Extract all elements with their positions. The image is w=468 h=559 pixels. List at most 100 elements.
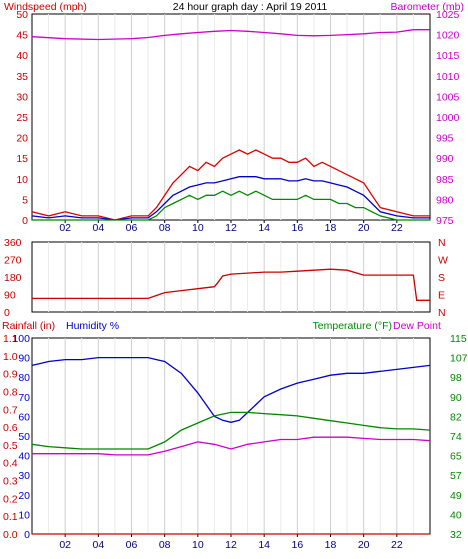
x-tick-label: 18 xyxy=(325,222,337,234)
humidity-tick-label: 100 xyxy=(12,333,30,345)
legend-dew-point: Dew Point xyxy=(393,320,441,332)
humidity-ticks: 0 10 20 30 40 50 60 70 80 90 100 xyxy=(12,333,30,541)
x-tick-label: 02 xyxy=(59,539,71,551)
temperature-tick-label: 40 xyxy=(450,509,462,521)
temperature-tick-label: 98 xyxy=(450,372,462,384)
compass-tick-label: W xyxy=(438,255,448,267)
left-tick-label: 15 xyxy=(16,153,28,165)
right-tick-label: 1000 xyxy=(436,112,460,124)
humidity-tick-label: 90 xyxy=(18,353,30,365)
x-tick-label: 12 xyxy=(225,539,237,551)
direction-series xyxy=(32,268,430,301)
legend-humidity: Humidity % xyxy=(66,320,119,332)
series-line xyxy=(31,176,430,221)
x-tick-label: 06 xyxy=(126,539,138,551)
temperature-tick-label: 90 xyxy=(450,392,462,404)
right-tick-label: 1015 xyxy=(436,50,460,62)
rain-tick-label: 0.8 xyxy=(3,386,18,398)
left-tick-label: 50 xyxy=(16,9,28,21)
x-tick-label: 10 xyxy=(192,539,204,551)
humidity-tick-label: 30 xyxy=(18,470,30,482)
wind-chart-title: 24 hour graph day : April 19 2011 xyxy=(173,1,328,13)
wind-series xyxy=(31,29,430,221)
temperature-tick-label: 65 xyxy=(450,451,462,463)
x-tick-label: 14 xyxy=(258,539,270,551)
wind-left-ticks: 0 5 10 15 20 25 30 35 40 45 50 xyxy=(16,9,28,227)
wind-grid xyxy=(48,14,414,220)
x-tick-label: 16 xyxy=(291,539,303,551)
direction-tick-label: 180 xyxy=(4,272,22,284)
series-line xyxy=(31,149,430,221)
temperature-grid xyxy=(48,338,414,534)
left-tick-label: 35 xyxy=(16,71,28,83)
humidity-tick-label: 0 xyxy=(24,529,30,541)
x-tick-label: 12 xyxy=(225,222,237,234)
temperature-tick-label: 107 xyxy=(450,353,468,365)
rain-tick-label: 0.6 xyxy=(3,422,18,434)
direction-grid xyxy=(48,242,414,312)
humidity-tick-label: 70 xyxy=(18,392,30,404)
x-tick-label: 18 xyxy=(325,539,337,551)
legend-rainfall: Rainfall (in) xyxy=(2,320,55,332)
rain-tick-label: 0.0 xyxy=(3,529,18,541)
rain-tick-label: 0.7 xyxy=(3,404,18,416)
temperature-tick-label: 49 xyxy=(450,490,462,502)
left-tick-label: 45 xyxy=(16,30,28,42)
series-line xyxy=(31,29,430,41)
rain-tick-label: 0.4 xyxy=(3,458,18,470)
right-tick-label: 990 xyxy=(436,153,454,165)
compass-tick-label: E xyxy=(438,290,445,302)
series-line xyxy=(31,411,431,450)
rain-tick-label: 0.1 xyxy=(3,511,18,523)
temperature-tick-label: 74 xyxy=(450,431,462,443)
right-tick-label: 1010 xyxy=(436,71,460,83)
humidity-tick-label: 10 xyxy=(18,509,30,521)
right-tick-label: 980 xyxy=(436,194,454,206)
rain-ticks: 0.0 0.1 0.2 0.3 0.4 0.5 0.6 0.7 0.8 0.9 1.0 1.1 xyxy=(3,333,18,541)
left-tick-label: 10 xyxy=(16,174,28,186)
x-tick-label: 04 xyxy=(92,539,104,551)
temperature-tick-label: 115 xyxy=(450,333,467,345)
right-tick-label: 995 xyxy=(436,133,454,145)
temperature-panel: 0.0 0.1 0.2 0.3 0.4 0.5 0.6 0.7 0.8 0.9 1.0 1.1 0 10… xyxy=(2,320,468,551)
humidity-tick-label: 60 xyxy=(18,411,30,423)
x-tick-label: 04 xyxy=(92,222,104,234)
series-line xyxy=(31,356,431,423)
wind-x-ticks: 02 04 06 08 10 12 14 16 18 20 22 xyxy=(59,220,403,234)
direction-left-ticks: 0 90 180 270 360 xyxy=(4,237,22,319)
compass-tick-label: N xyxy=(438,237,446,249)
humidity-tick-label: 80 xyxy=(18,372,30,384)
left-tick-label: 40 xyxy=(16,50,28,62)
left-tick-label: 20 xyxy=(16,133,28,145)
series-line xyxy=(32,190,430,221)
direction-tick-label: 360 xyxy=(4,237,22,249)
temperature-right-ticks: 32 40 49 57 65 74 82 90 98 107 115 xyxy=(450,333,468,541)
temperature-tick-label: 32 xyxy=(450,529,462,541)
x-tick-label: 22 xyxy=(391,539,403,551)
compass-tick-label: S xyxy=(438,272,445,284)
compass-tick-label: N xyxy=(438,307,446,319)
rain-tick-label: 0.9 xyxy=(3,369,18,381)
rain-tick-label: 0.3 xyxy=(3,476,18,488)
temperature-x-ticks: 02 04 06 08 10 12 14 16 18 20 22 xyxy=(59,534,403,551)
left-tick-label: 25 xyxy=(16,112,28,124)
x-tick-label: 02 xyxy=(59,222,71,234)
left-tick-label: 5 xyxy=(22,194,28,206)
x-tick-label: 20 xyxy=(358,222,370,234)
right-tick-label: 1005 xyxy=(436,91,460,103)
humidity-tick-label: 40 xyxy=(18,451,30,463)
x-tick-label: 14 xyxy=(258,222,270,234)
temperature-tick-label: 82 xyxy=(450,411,462,423)
wind-right-ticks: 975 980 985 990 995 1000 1005 1010 1015 1020 1025 xyxy=(436,9,460,227)
rain-tick-label: 0.5 xyxy=(3,440,18,452)
humidity-tick-label: 20 xyxy=(18,490,30,502)
wind-left-axis-label: Windspeed (mph) xyxy=(4,1,87,13)
series-line xyxy=(32,436,431,456)
humidity-tick-label: 50 xyxy=(18,431,30,443)
right-tick-label: 975 xyxy=(436,215,454,227)
series-line xyxy=(32,268,430,301)
x-tick-label: 16 xyxy=(291,222,303,234)
